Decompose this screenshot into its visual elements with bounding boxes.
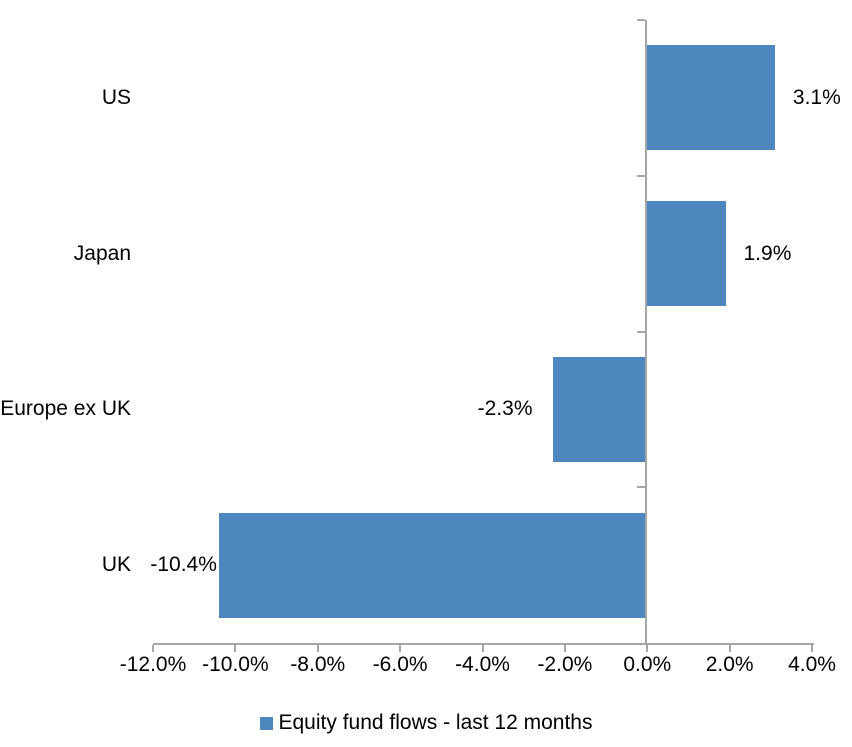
bar <box>647 45 775 151</box>
x-tick-label: 2.0% <box>705 653 754 676</box>
x-axis-tick <box>152 645 154 652</box>
y-axis-tick <box>637 174 646 177</box>
x-axis-line <box>153 643 814 645</box>
bar <box>647 201 726 307</box>
legend-marker <box>259 716 273 730</box>
x-axis-tick <box>316 645 319 652</box>
y-axis-tick <box>637 19 646 21</box>
bar <box>552 356 646 462</box>
legend: Equity fund flows - last 12 months <box>0 707 852 739</box>
x-tick-label: -6.0% <box>372 653 428 676</box>
data-label: -2.3% <box>477 397 533 421</box>
y-axis-tick <box>637 486 646 489</box>
x-tick-label: 4.0% <box>788 653 836 676</box>
y-axis-line <box>645 20 648 645</box>
x-tick-label: -2.0% <box>537 653 593 676</box>
data-label: 1.9% <box>743 241 792 265</box>
category-label: Japan <box>73 241 131 265</box>
legend-label: Equity fund flows - last 12 months <box>278 711 593 734</box>
x-tick-label: -8.0% <box>290 653 346 676</box>
x-axis-tick <box>646 645 649 652</box>
x-axis-tick <box>399 645 402 652</box>
bar <box>218 512 646 618</box>
x-tick-label: -10.0% <box>202 653 269 676</box>
x-axis-tick <box>563 645 566 652</box>
x-axis-tick <box>811 645 813 652</box>
category-label: Europe ex UK <box>0 397 131 421</box>
x-tick-label: 0.0% <box>623 653 672 676</box>
x-tick-label: -4.0% <box>455 653 510 676</box>
x-axis-tick <box>728 645 731 652</box>
x-tick-label: -12.0% <box>119 653 187 676</box>
x-axis-tick <box>234 645 237 652</box>
data-label: -10.4% <box>150 553 217 577</box>
data-label: 3.1% <box>792 85 841 109</box>
category-label: US <box>101 85 131 109</box>
category-label: UK <box>101 553 131 577</box>
y-axis-tick <box>637 330 646 333</box>
x-axis-tick <box>481 645 484 652</box>
